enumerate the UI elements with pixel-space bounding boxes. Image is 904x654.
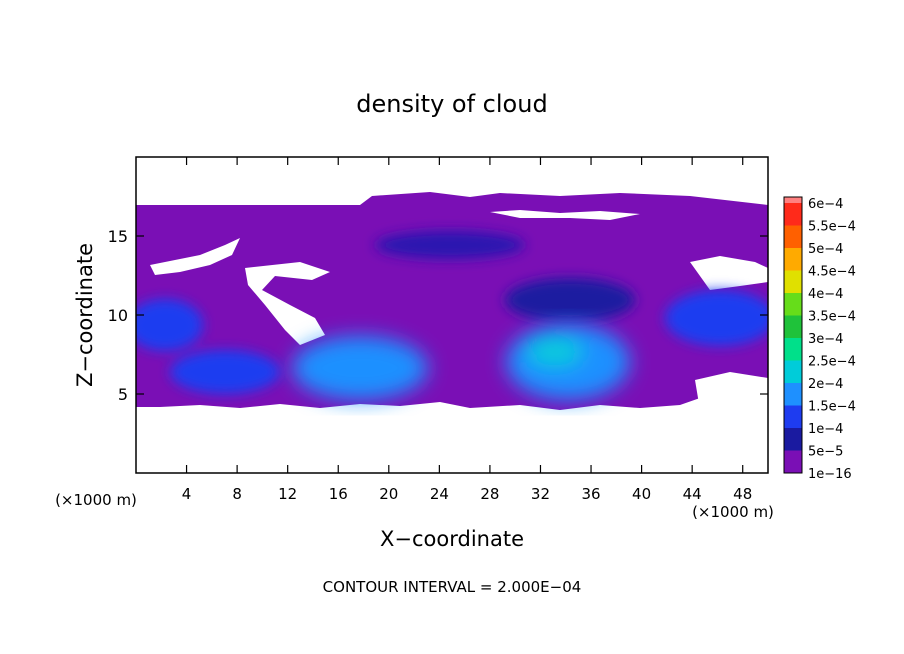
colorbar-swatch — [784, 270, 802, 293]
x-axis-label: X−coordinate — [380, 527, 524, 551]
density-field — [136, 192, 768, 410]
colorbar-label: 2e−4 — [808, 377, 843, 392]
y-tick-label: 15 — [108, 227, 128, 246]
clear-gap-3 — [490, 210, 640, 220]
x-tick-label: 12 — [278, 485, 297, 503]
x-tick-label: 48 — [733, 485, 752, 503]
dark-region-left — [136, 299, 203, 351]
contour-interval-note: CONTOUR INTERVAL = 2.000E−04 — [323, 578, 582, 596]
colorbar-swatch — [784, 203, 802, 226]
x-tick-label: 28 — [480, 485, 499, 503]
x-tick-label: 8 — [232, 485, 242, 503]
x-tick-label: 40 — [632, 485, 651, 503]
colorbar-label: 1e−4 — [808, 422, 843, 437]
clear-gap-2 — [150, 238, 240, 275]
dark-region-lowleft — [170, 350, 280, 394]
x-tick-label: 36 — [581, 485, 600, 503]
colorbar-label: 5.5e−4 — [808, 220, 856, 235]
clear-gap-1 — [245, 262, 330, 345]
colorbar-swatch — [784, 225, 802, 248]
colorbar-swatch — [784, 338, 802, 361]
colorbar-swatch — [784, 360, 802, 383]
colorbar-label: 1e−16 — [808, 467, 852, 482]
core-left — [292, 336, 428, 400]
colorbar-swatch — [784, 405, 802, 428]
colorbar-swatch — [784, 293, 802, 316]
colorbar-label: 4.5e−4 — [808, 265, 856, 280]
colorbar-label: 3e−4 — [808, 332, 843, 347]
colorbar-label: 5e−4 — [808, 242, 843, 257]
dark-region-upper — [375, 231, 525, 259]
colorbar-swatch — [784, 383, 802, 406]
colorbar-swatch-top — [784, 197, 802, 203]
x-unit-left: (×1000 m) — [55, 491, 137, 509]
x-unit-right: (×1000 m) — [692, 503, 774, 521]
colorbar-label: 3.5e−4 — [808, 310, 856, 325]
colorbar-label: 2.5e−4 — [808, 355, 856, 370]
x-tick-label: 32 — [531, 485, 550, 503]
dark-region-mid — [505, 278, 635, 322]
dark-region-right — [665, 290, 768, 346]
y-tick-label: 10 — [108, 306, 128, 325]
colorbar-label: 4e−4 — [808, 287, 843, 302]
x-tick-label: 20 — [379, 485, 398, 503]
colorbar-label: 5e−5 — [808, 445, 843, 460]
colorbar-swatch — [784, 248, 802, 271]
core-right-peak — [527, 338, 583, 366]
x-tick-label: 24 — [430, 485, 449, 503]
colorbar: 1e−16 5e−5 1e−4 1.5e−4 2e−4 2.5e−4 3e−4 3.5e−4 4… — [783, 196, 856, 482]
colorbar-frame — [783, 196, 803, 474]
clear-gap-4 — [690, 256, 768, 290]
x-tick-label: 44 — [683, 485, 702, 503]
x-tick-label: 4 — [182, 485, 192, 503]
x-tick-label: 16 — [329, 485, 348, 503]
colorbar-swatch — [784, 315, 802, 338]
colorbar-label: 1.5e−4 — [808, 400, 856, 415]
y-axis-label: Z−coordinate — [73, 243, 97, 387]
colorbar-label: 6e−4 — [808, 197, 843, 212]
y-tick-label: 5 — [118, 385, 128, 404]
colorbar-swatch — [784, 428, 802, 451]
chart-title: density of cloud — [356, 90, 547, 118]
colorbar-swatch — [784, 450, 802, 473]
clear-gap-5 — [695, 372, 768, 410]
